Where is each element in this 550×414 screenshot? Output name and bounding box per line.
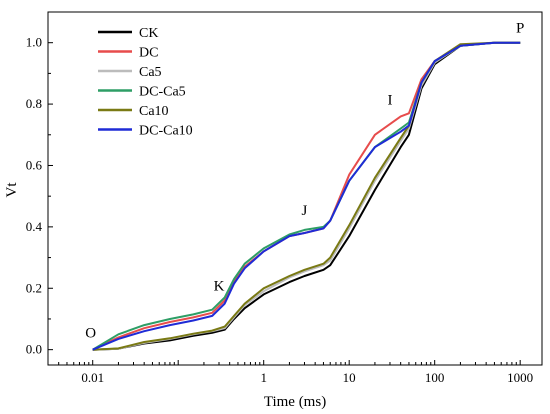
x-tick-label: 10 [343, 370, 356, 385]
y-tick-label: 0.2 [26, 280, 42, 295]
x-tick-label: 0.01 [81, 370, 104, 385]
x-tick-label: 1 [260, 370, 267, 385]
annotation-group: O K J I P [85, 21, 524, 342]
annotation-o: O [85, 326, 96, 342]
y-tick-label: 0.0 [26, 342, 42, 357]
x-axis-title: Time (ms) [264, 394, 326, 410]
legend-label-dc-ca5: DC-Ca5 [139, 85, 186, 100]
y-tick-label: 1.0 [26, 35, 42, 50]
annotation-k: K [214, 279, 225, 295]
series-line-ck [92, 41, 521, 351]
annotation-p: P [516, 21, 524, 37]
series-group [92, 41, 521, 351]
y-axis-title: Vt [4, 182, 20, 198]
x-tick-label: 1000 [507, 370, 533, 385]
series-line-dc-ca10 [92, 41, 521, 351]
tick-group: 0.0 0.2 0.4 0.6 0.8 1.0 0.01 1 10 100 1000 [26, 35, 533, 385]
y-tick-label: 0.8 [26, 96, 42, 111]
legend-label-ca5: Ca5 [139, 65, 162, 80]
legend-label-dc-ca10: DC-Ca10 [139, 124, 193, 139]
legend-label-dc: DC [139, 46, 158, 61]
annotation-j: J [302, 203, 308, 219]
annotation-i: I [387, 92, 392, 108]
plot-frame [47, 11, 543, 366]
legend-label-ca10: Ca10 [139, 104, 169, 119]
legend: CK DC Ca5 DC-Ca5 Ca10 DC-Ca10 [98, 26, 193, 139]
legend-label-ck: CK [139, 26, 158, 41]
y-tick-label: 0.6 [26, 157, 43, 172]
x-tick-label: 100 [425, 370, 445, 385]
y-tick-label: 0.4 [26, 219, 43, 234]
